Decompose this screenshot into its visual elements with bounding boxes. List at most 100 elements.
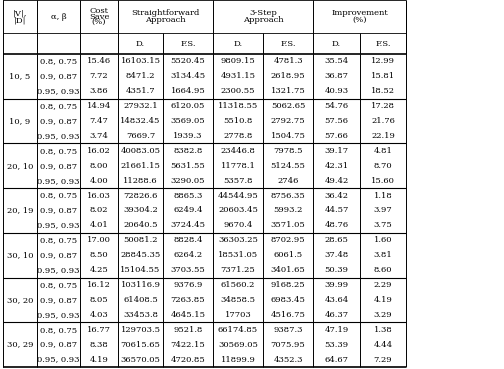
Text: 4351.7: 4351.7 bbox=[125, 87, 155, 95]
Text: 0.95, 0.93: 0.95, 0.93 bbox=[37, 87, 80, 95]
Text: 1664.95: 1664.95 bbox=[171, 87, 205, 95]
Text: 4931.15: 4931.15 bbox=[221, 72, 256, 80]
Text: 3.29: 3.29 bbox=[373, 311, 392, 319]
Text: 9387.3: 9387.3 bbox=[273, 326, 303, 334]
Text: 3703.55: 3703.55 bbox=[171, 266, 205, 274]
Text: 33453.8: 33453.8 bbox=[123, 311, 158, 319]
Text: 15.60: 15.60 bbox=[371, 177, 395, 185]
Text: 39.17: 39.17 bbox=[325, 147, 349, 155]
Text: 47.19: 47.19 bbox=[325, 326, 349, 334]
Text: 6061.5: 6061.5 bbox=[274, 251, 302, 259]
Text: 8756.35: 8756.35 bbox=[271, 192, 305, 200]
Text: 22.19: 22.19 bbox=[371, 132, 395, 140]
Text: 4516.75: 4516.75 bbox=[271, 311, 305, 319]
Text: 9670.4: 9670.4 bbox=[223, 221, 253, 230]
Text: 6264.2: 6264.2 bbox=[173, 251, 203, 259]
Text: 30569.05: 30569.05 bbox=[218, 341, 258, 349]
Text: 18.52: 18.52 bbox=[371, 87, 395, 95]
Text: 50081.2: 50081.2 bbox=[123, 236, 158, 244]
Text: 103116.9: 103116.9 bbox=[120, 281, 160, 289]
Text: 21.76: 21.76 bbox=[371, 117, 395, 125]
Text: 0.9, 0.87: 0.9, 0.87 bbox=[40, 162, 77, 170]
Text: 49.42: 49.42 bbox=[325, 177, 349, 185]
Text: 4645.15: 4645.15 bbox=[170, 311, 206, 319]
Text: 28.65: 28.65 bbox=[325, 236, 348, 244]
Text: 16.77: 16.77 bbox=[87, 326, 111, 334]
Text: 17.28: 17.28 bbox=[371, 102, 395, 110]
Text: 0.8, 0.75: 0.8, 0.75 bbox=[40, 147, 77, 155]
Text: 50.39: 50.39 bbox=[325, 266, 348, 274]
Text: 11778.1: 11778.1 bbox=[221, 162, 256, 170]
Text: 8.70: 8.70 bbox=[373, 162, 392, 170]
Text: 16.12: 16.12 bbox=[87, 281, 111, 289]
Text: 5124.55: 5124.55 bbox=[271, 162, 305, 170]
Text: 3134.45: 3134.45 bbox=[170, 72, 206, 80]
Text: 0.8, 0.75: 0.8, 0.75 bbox=[40, 236, 77, 244]
Text: 9809.15: 9809.15 bbox=[221, 58, 256, 65]
Text: 5520.45: 5520.45 bbox=[171, 58, 205, 65]
Text: 4.25: 4.25 bbox=[90, 266, 108, 274]
Text: 4.44: 4.44 bbox=[373, 341, 393, 349]
Text: 4.01: 4.01 bbox=[90, 221, 108, 230]
Text: 57.56: 57.56 bbox=[325, 117, 348, 125]
Text: 34858.5: 34858.5 bbox=[221, 296, 256, 304]
Text: 36.42: 36.42 bbox=[325, 192, 348, 200]
Text: 0.9, 0.87: 0.9, 0.87 bbox=[40, 341, 77, 349]
Text: 11318.55: 11318.55 bbox=[218, 102, 258, 110]
Text: 2.29: 2.29 bbox=[374, 281, 392, 289]
Text: 4.19: 4.19 bbox=[373, 296, 393, 304]
Text: |D|: |D| bbox=[14, 16, 26, 24]
Text: 8382.8: 8382.8 bbox=[173, 147, 203, 155]
Text: Straightforward: Straightforward bbox=[132, 9, 200, 17]
Text: F.S.: F.S. bbox=[280, 40, 296, 48]
Text: 10, 5: 10, 5 bbox=[10, 72, 31, 80]
Text: 15.46: 15.46 bbox=[87, 58, 111, 65]
Text: 7978.5: 7978.5 bbox=[273, 147, 303, 155]
Text: 5993.2: 5993.2 bbox=[273, 207, 303, 214]
Text: 15.81: 15.81 bbox=[371, 72, 395, 80]
Text: 10, 9: 10, 9 bbox=[10, 117, 31, 125]
Text: 11288.6: 11288.6 bbox=[123, 177, 158, 185]
Text: (%): (%) bbox=[92, 18, 106, 26]
Text: 1504.75: 1504.75 bbox=[271, 132, 305, 140]
Text: 1.60: 1.60 bbox=[374, 236, 392, 244]
Text: 3571.05: 3571.05 bbox=[271, 221, 305, 230]
Text: 42.31: 42.31 bbox=[325, 162, 349, 170]
Text: 7.72: 7.72 bbox=[90, 72, 108, 80]
Text: 14.94: 14.94 bbox=[87, 102, 111, 110]
Text: 2618.95: 2618.95 bbox=[271, 72, 305, 80]
Text: 2746: 2746 bbox=[277, 177, 299, 185]
Text: Approach: Approach bbox=[243, 16, 283, 24]
Text: 23446.8: 23446.8 bbox=[221, 147, 256, 155]
Text: 1.38: 1.38 bbox=[373, 326, 393, 334]
Text: 7669.7: 7669.7 bbox=[126, 132, 155, 140]
Text: 5357.8: 5357.8 bbox=[223, 177, 253, 185]
Text: 72826.6: 72826.6 bbox=[123, 192, 158, 200]
Text: 44544.95: 44544.95 bbox=[218, 192, 259, 200]
Text: |V|,: |V|, bbox=[13, 9, 27, 17]
Text: 0.95, 0.93: 0.95, 0.93 bbox=[37, 221, 80, 230]
Text: 3.97: 3.97 bbox=[373, 207, 393, 214]
Text: 20, 19: 20, 19 bbox=[7, 207, 33, 214]
Text: 0.9, 0.87: 0.9, 0.87 bbox=[40, 296, 77, 304]
Text: F.S.: F.S. bbox=[180, 40, 196, 48]
Text: 1.18: 1.18 bbox=[373, 192, 393, 200]
Text: 17.00: 17.00 bbox=[87, 236, 111, 244]
Text: 3-Step: 3-Step bbox=[249, 9, 277, 17]
Text: 39.99: 39.99 bbox=[325, 281, 349, 289]
Text: 66174.85: 66174.85 bbox=[218, 326, 258, 334]
Text: 1939.3: 1939.3 bbox=[173, 132, 203, 140]
Text: 20640.5: 20640.5 bbox=[123, 221, 158, 230]
Text: 7263.85: 7263.85 bbox=[171, 296, 205, 304]
Text: 8.38: 8.38 bbox=[90, 341, 108, 349]
Text: 5631.55: 5631.55 bbox=[171, 162, 205, 170]
Text: 18531.05: 18531.05 bbox=[218, 251, 258, 259]
Text: 0.9, 0.87: 0.9, 0.87 bbox=[40, 251, 77, 259]
Text: 8828.4: 8828.4 bbox=[173, 236, 203, 244]
Text: 40.93: 40.93 bbox=[325, 87, 349, 95]
Text: 2792.75: 2792.75 bbox=[271, 117, 305, 125]
Text: 3.75: 3.75 bbox=[373, 221, 393, 230]
Text: 36570.05: 36570.05 bbox=[120, 356, 160, 363]
Text: D.: D. bbox=[332, 40, 341, 48]
Text: 12.99: 12.99 bbox=[371, 58, 395, 65]
